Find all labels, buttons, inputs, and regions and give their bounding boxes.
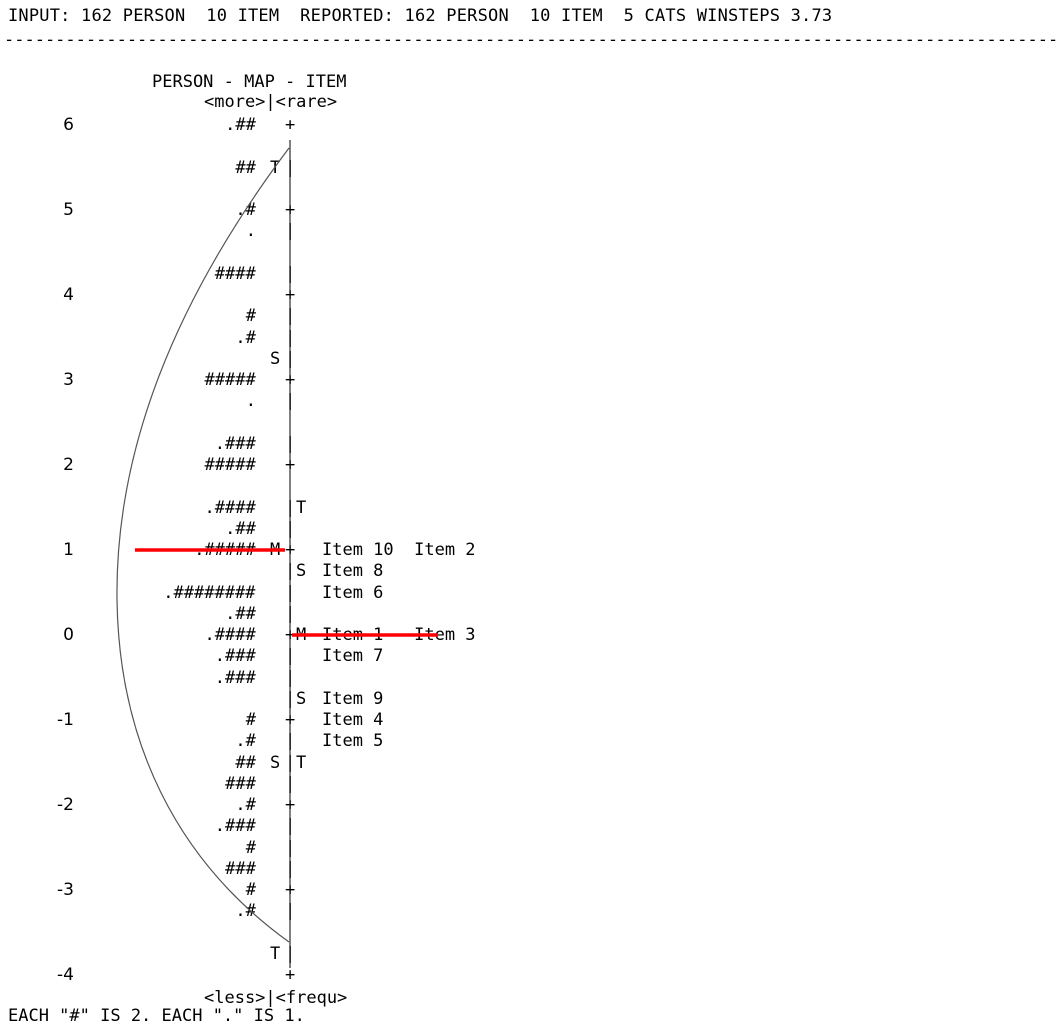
person-distribution: ####: [214, 263, 256, 284]
person-distribution: #: [245, 710, 256, 730]
hand-drawn-bell-curve: [116, 147, 290, 943]
item-labels: Item 7: [322, 646, 384, 667]
person-distribution: .###: [214, 433, 256, 454]
person-distribution: .###: [214, 667, 256, 688]
person-distribution: .########: [163, 582, 256, 603]
y-tick-label: -1: [57, 710, 74, 730]
top-axis-labels: <more>|<rare>: [204, 92, 338, 112]
y-tick-label: 4: [63, 285, 74, 305]
axis-tick: +: [285, 965, 296, 985]
person-distribution: .##: [225, 518, 256, 539]
y-tick-label: -4: [57, 965, 74, 985]
y-tick-label: -3: [57, 880, 74, 900]
person-distribution: #: [245, 880, 256, 900]
red-annotation-lines: [135, 548, 438, 637]
person-distribution: ###: [225, 858, 256, 879]
person-distribution: #####: [204, 370, 256, 390]
y-tick-label: -2: [57, 795, 74, 815]
person-distribution: #####: [204, 455, 256, 475]
person-distribution: .##: [225, 603, 256, 624]
bottom-axis-labels: <less>|<frequ>: [204, 988, 348, 1008]
y-tick-label: 2: [63, 455, 74, 475]
person-distribution: ##: [235, 157, 256, 178]
item-labels: Item 5: [322, 731, 384, 752]
y-tick-label: 3: [63, 370, 74, 390]
axis-tick: +: [285, 115, 296, 135]
person-marker: S: [270, 752, 281, 773]
person-distribution: .####: [204, 497, 256, 518]
item-marker: S: [296, 561, 307, 582]
person-distribution: .#: [235, 731, 256, 752]
person-distribution: .#: [235, 901, 256, 922]
y-tick-label: 0: [63, 625, 74, 645]
map-title: PERSON - MAP - ITEM: [152, 72, 347, 92]
header-divider: ----------------------------------------…: [4, 30, 1061, 50]
person-distribution: .: [245, 391, 256, 412]
person-distribution: .: [245, 221, 256, 242]
person-distribution: .####: [204, 625, 256, 645]
person-distribution: #: [245, 837, 256, 858]
item-labels: Item 4: [322, 710, 384, 730]
person-distribution: .#: [235, 327, 256, 348]
item-labels: Item 9: [322, 688, 384, 709]
person-distribution: .###: [214, 816, 256, 837]
person-distribution: #: [245, 306, 256, 327]
footer-legend: EACH "#" IS 2. EACH "." IS 1.: [8, 1006, 305, 1026]
header-line: INPUT: 162 PERSON 10 ITEM REPORTED: 162 …: [8, 6, 833, 26]
person-distribution: .#: [235, 795, 256, 815]
item-marker: T: [296, 497, 307, 518]
y-tick-label: 1: [63, 540, 74, 560]
person-distribution: ###: [225, 773, 256, 794]
item-marker: S: [296, 688, 307, 709]
person-marker: S: [270, 348, 281, 369]
person-distribution: .##: [225, 115, 256, 135]
item-labels: Item 6: [322, 582, 384, 603]
person-distribution: ##: [235, 752, 256, 773]
item-labels: Item 10 Item 2: [322, 540, 476, 560]
y-tick-label: 5: [63, 200, 74, 220]
person-distribution: .###: [214, 646, 256, 667]
y-tick-label: 6: [63, 115, 74, 135]
item-labels: Item 8: [322, 561, 384, 582]
item-marker: T: [296, 752, 307, 773]
person-marker: T: [270, 943, 281, 964]
